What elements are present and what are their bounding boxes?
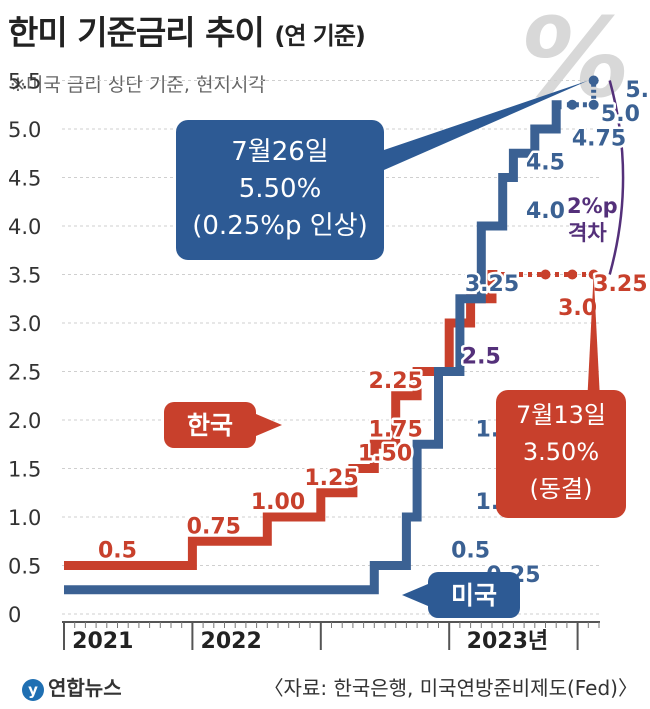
us-value-label-halo: 2.5	[462, 345, 501, 370]
us-value-label: 2.5	[462, 345, 501, 370]
us-data-point	[588, 99, 599, 110]
korea-value-label-halo: 3.25	[593, 272, 647, 297]
korea-value-label-halo: 0.75	[187, 514, 241, 539]
us-value-label-halo: 4.5	[526, 151, 565, 176]
yonhap-logo: y 연합뉴스	[22, 672, 122, 701]
us-tag-pointer	[402, 584, 428, 606]
korea-value-label: 0.75	[187, 514, 241, 539]
us-value-label-halo: 4.75	[572, 126, 626, 151]
korea-callout-text: 7월13일	[516, 401, 606, 429]
korea-value-label: 3.25	[593, 272, 647, 297]
us-value-label: 4.0	[526, 199, 565, 224]
korea-value-label-halo: 1.00	[251, 490, 305, 515]
y-tick-label: 5.5	[8, 70, 41, 94]
us-value-label-halo: 4.0	[526, 199, 565, 224]
y-tick-label: 2.0	[8, 409, 41, 433]
y-tick-label: 0	[8, 603, 21, 627]
korea-data-point	[540, 269, 551, 280]
us-callout-text: 7월26일	[231, 137, 328, 167]
page-title: 한미 기준금리 추이 (연 기준)	[8, 6, 366, 54]
us-rate-line	[64, 100, 562, 595]
title-unit-note: (연 기준)	[274, 22, 366, 50]
us-value-label: 4.5	[526, 151, 565, 176]
gap-label: 격차	[568, 221, 607, 245]
y-tick-label: 3.5	[8, 264, 41, 288]
us-value-label: 5.25	[625, 78, 650, 103]
yonhap-logo-icon: y	[22, 678, 44, 701]
y-tick-label: 1.5	[8, 458, 41, 482]
y-tick-label: 4.0	[8, 215, 41, 239]
korea-callout-text: 3.50%	[523, 438, 599, 466]
source-note: 〈자료: 한국은행, 미국연방준비제도(Fed)〉	[263, 676, 638, 700]
logo-text: 연합뉴스	[48, 676, 122, 700]
y-tick-label: 2.5	[8, 361, 41, 385]
gap-bracket	[608, 80, 625, 275]
korea-callout-text: (동결)	[530, 475, 593, 503]
us-callout-box	[176, 120, 384, 260]
y-tick-label: 5.0	[8, 118, 41, 142]
us-value-label-halo: 0.5	[451, 539, 490, 564]
us-value-label-halo: 3.25	[465, 272, 519, 297]
us-tag-label: 미국	[451, 581, 497, 610]
y-tick-label: 0.5	[8, 555, 41, 579]
y-tick-label: 4.5	[8, 167, 41, 191]
us-value-label: 4.75	[572, 126, 626, 151]
korea-value-label-halo: 0.5	[98, 539, 137, 564]
us-callout-pointer	[384, 80, 589, 170]
korea-value-label: 1.25	[304, 466, 358, 491]
korea-value-label: 2.25	[369, 369, 423, 394]
us-value-label: 3.25	[465, 272, 519, 297]
x-tick-label: 2021	[72, 629, 133, 654]
korea-callout-pointer	[587, 274, 600, 392]
us-callout-text: 5.50%	[239, 174, 322, 204]
korea-value-label-halo: 1.50	[358, 442, 412, 467]
us-data-point	[588, 75, 599, 86]
korea-value-label-halo: 1.25	[304, 466, 358, 491]
korea-tag-pointer	[256, 414, 282, 436]
korea-value-label: 1.00	[251, 490, 305, 515]
korea-tag-box	[164, 402, 256, 448]
y-tick-label: 3.0	[8, 312, 41, 336]
subtitle: ※미국 금리 상단 기준, 현지시각	[10, 74, 266, 96]
korea-value-label: 1.75	[369, 417, 423, 442]
x-tick-label: 2023년	[467, 629, 548, 654]
korea-data-point	[567, 269, 578, 280]
us-value-label: 5.0	[601, 102, 640, 127]
title-text: 한미 기준금리 추이	[8, 13, 265, 52]
gap-label: 2%p	[567, 194, 618, 218]
korea-value-label: 0.5	[98, 539, 137, 564]
us-value-label-halo: 5.25	[625, 78, 650, 103]
korea-value-label-halo: 1.75	[369, 417, 423, 442]
us-data-point	[567, 99, 578, 110]
us-callout-text: (0.25%p 인상)	[192, 211, 368, 241]
korea-value-label: 1.50	[358, 442, 412, 467]
x-tick-label: 2022	[201, 629, 262, 654]
us-value-label: 0.5	[451, 539, 490, 564]
korea-value-label: 3.0	[558, 296, 597, 321]
us-value-label-halo: 5.0	[601, 102, 640, 127]
korea-tag-label: 한국	[187, 411, 233, 440]
korea-callout-box	[496, 390, 626, 518]
us-tag-box	[428, 572, 520, 618]
korea-value-label-halo: 2.25	[369, 369, 423, 394]
y-tick-label: 1.0	[8, 506, 41, 530]
